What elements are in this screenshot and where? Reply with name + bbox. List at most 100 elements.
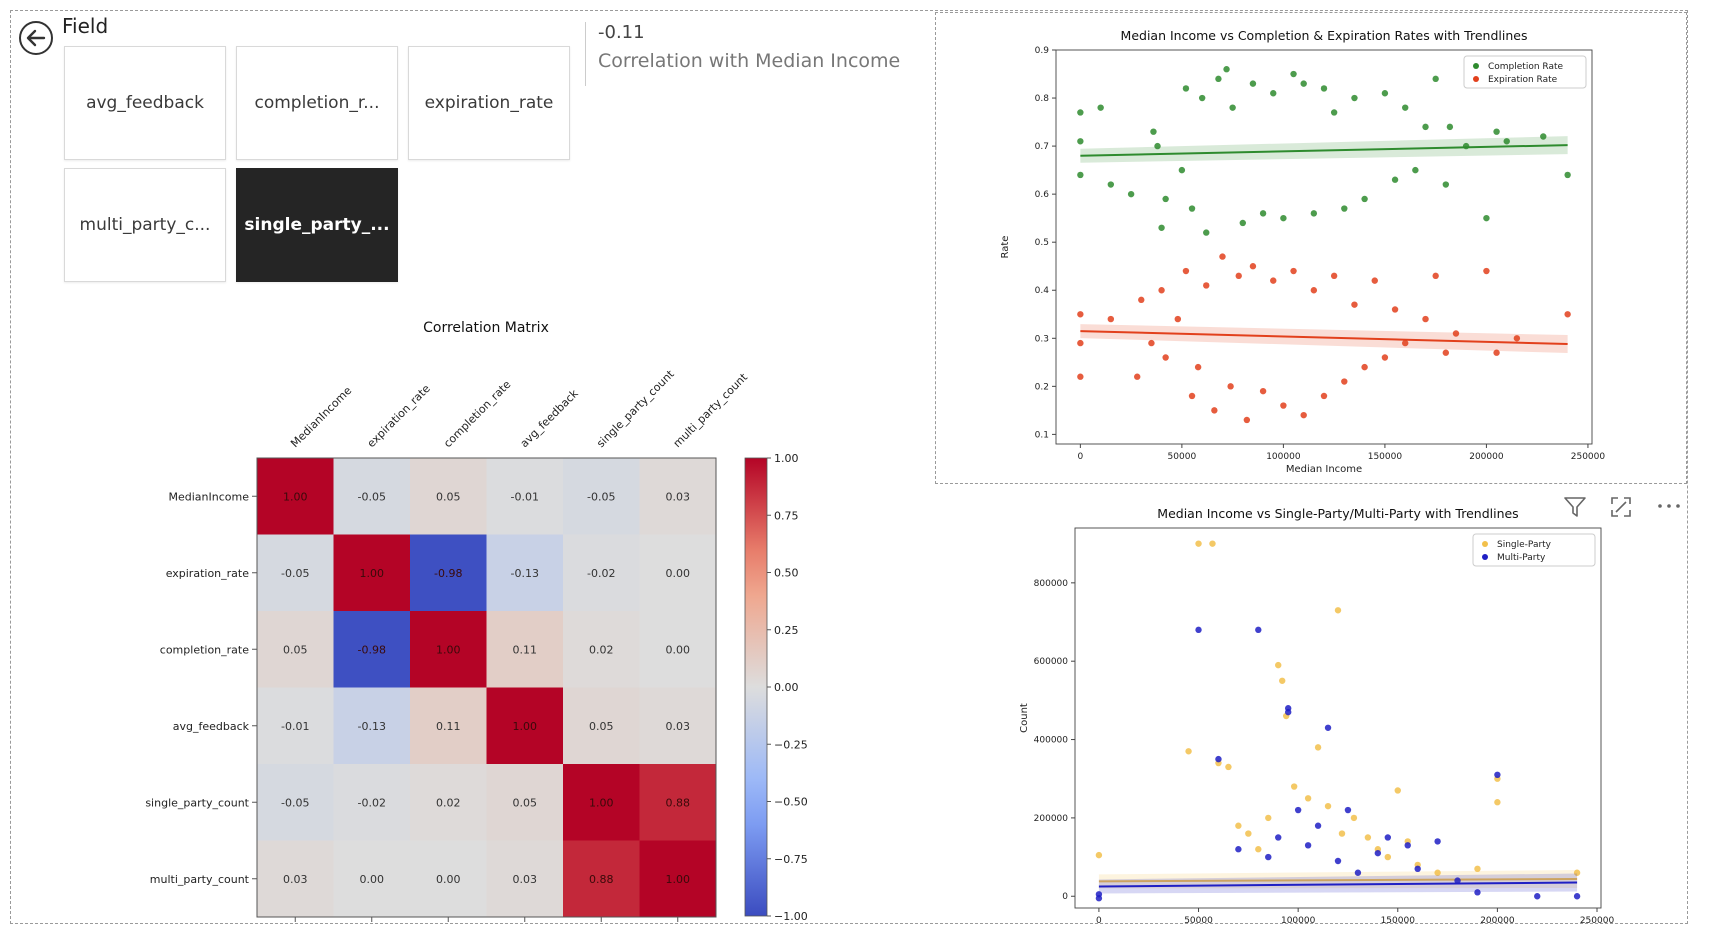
heatmap-cell-label: -0.05: [358, 490, 386, 503]
party-scatter-point: [1573, 869, 1581, 876]
heatmap-cell-label: -0.98: [434, 567, 462, 580]
card-label: Correlation with Median Income: [598, 50, 901, 72]
rates-scatter-point: [1127, 190, 1135, 198]
heatmap-cell: [410, 534, 487, 612]
heatmap-cell: [563, 611, 640, 688]
rates-scatter-point: [1432, 75, 1439, 83]
heatmap-cell-label: 0.03: [666, 490, 691, 503]
heatmap-cell: [410, 611, 487, 688]
party-scatter-point: [1494, 799, 1501, 806]
heatmap-row-label: avg_feedback: [173, 720, 250, 733]
heatmap-cell-label: -0.02: [358, 796, 386, 809]
heatmap-cell: [333, 840, 411, 918]
heatmap-cell: [486, 458, 564, 535]
rates-scatter-point: [1310, 287, 1318, 294]
colorbar-tick-label: 0.50: [774, 567, 799, 580]
heatmap-cell: [563, 458, 640, 535]
rates-scatter-point: [1194, 363, 1202, 371]
filter-icon[interactable]: [1562, 494, 1588, 524]
heatmap-cell: [257, 840, 334, 918]
party-scatter-point: [1344, 806, 1352, 814]
party-scatter-y-tick-label: 800000: [1034, 579, 1069, 589]
slicer-button[interactable]: completion_r...: [236, 46, 398, 160]
heatmap-cell: [410, 764, 487, 841]
rates-scatter-point: [1493, 128, 1500, 135]
party-scatter-point: [1245, 830, 1252, 837]
rates-scatter-point: [1223, 66, 1230, 73]
rates-scatter-point: [1243, 416, 1251, 424]
heatmap-border: [256, 457, 717, 918]
party-scatter-visual[interactable]: Median Income vs Single-Party/Multi-Part…: [935, 490, 1685, 928]
correlation-matrix-visual[interactable]: Correlation Matrix 1.00 -0.05 0.05 -0.01 -0.0…: [110, 310, 850, 928]
party-scatter-y-tick-label: 200000: [1034, 814, 1069, 824]
rates-scatter-point: [1351, 94, 1358, 102]
back-button[interactable]: [18, 20, 54, 56]
rates-scatter-y-tick-label: 0.4: [1035, 286, 1050, 296]
rates-scatter-visual[interactable]: Median Income vs Completion & Expiration…: [935, 12, 1687, 484]
heatmap-cell-label: 0.02: [589, 643, 614, 656]
party-scatter-point: [1494, 771, 1501, 779]
party-scatter-point: [1255, 626, 1262, 634]
slicer-button[interactable]: avg_feedback: [64, 46, 226, 160]
rates-scatter-legend-label: Expiration Rate: [1488, 75, 1558, 85]
rates-scatter-x-tick-label: 50000: [1168, 452, 1197, 462]
party-scatter-point: [1265, 853, 1272, 861]
party-scatter-legend-label: Single-Party: [1497, 540, 1552, 550]
rates-scatter-y-tick-label: 0.1: [1035, 430, 1049, 440]
party-scatter-point: [1474, 865, 1481, 873]
slicer-button[interactable]: multi_party_c...: [64, 168, 226, 282]
slicer-button[interactable]: single_party_...: [236, 168, 398, 282]
rates-scatter-point: [1391, 176, 1399, 183]
more-options-icon[interactable]: [1654, 494, 1684, 524]
focus-mode-icon[interactable]: [1608, 494, 1634, 524]
rates-scatter-point: [1077, 373, 1084, 380]
party-scatter-point: [1284, 708, 1292, 716]
heatmap-cell: [486, 687, 564, 765]
correlation-matrix-chart: Correlation Matrix 1.00 -0.05 0.05 -0.01 -0.0…: [145, 320, 808, 923]
party-scatter-legend: [1472, 533, 1596, 567]
rates-scatter-y-tick-label: 0.7: [1035, 142, 1049, 152]
heatmap-cell-label: 1.00: [666, 873, 691, 886]
rates-scatter-legend-label: Completion Rate: [1488, 62, 1564, 72]
party-scatter-x-tick-label: 100000: [1281, 916, 1316, 926]
rates-scatter-point: [1150, 128, 1157, 135]
heatmap-col-label: MedianIncome: [288, 384, 354, 450]
rates-scatter-point: [1077, 311, 1084, 318]
rates-scatter-y-tick-label: 0.6: [1035, 190, 1050, 200]
heatmap-cell-label: 0.11: [436, 720, 461, 733]
heatmap-cell: [486, 611, 564, 688]
heatmap-cell-label: 0.05: [283, 643, 308, 656]
rates-scatter-y-tick-label: 0.3: [1035, 334, 1049, 344]
rates-scatter-point: [1162, 354, 1169, 361]
rates-scatter-point: [1077, 171, 1084, 179]
heatmap-cell-label: -0.98: [358, 643, 386, 656]
rates-scatter-x-tick-label: 150000: [1368, 452, 1403, 462]
party-scatter-point: [1195, 540, 1202, 547]
colorbar-tick-label: −1.00: [774, 910, 808, 923]
heatmap-cell: [563, 764, 640, 841]
heatmap-row-label: MedianIncome: [169, 490, 250, 503]
heatmap-cell-label: -0.13: [511, 567, 539, 580]
party-scatter-point: [1364, 834, 1372, 841]
heatmap-cell: [639, 840, 717, 918]
rates-scatter-y-label: Rate: [1000, 236, 1011, 259]
heatmap-cell-label: -0.13: [358, 720, 386, 733]
rates-scatter-x-label: Median Income: [1286, 464, 1362, 475]
heatmap-cell-label: -0.05: [587, 490, 615, 503]
rates-scatter-point: [1341, 378, 1348, 385]
heatmap-cell-label: 0.11: [513, 643, 538, 656]
heatmap-cell-label: -0.05: [281, 796, 309, 809]
party-scatter-point: [1255, 846, 1262, 853]
heatmap-cell: [257, 764, 334, 841]
rates-scatter-point: [1198, 94, 1206, 102]
rates-scatter-point: [1452, 330, 1460, 337]
rates-scatter-plot-area: [1055, 49, 1593, 445]
rates-scatter-point: [1219, 253, 1226, 260]
rates-scatter-point: [1162, 195, 1169, 203]
heatmap-cell-label: 1.00: [360, 567, 385, 580]
slicer-button[interactable]: expiration_rate: [408, 46, 570, 160]
rates-scatter-point: [1422, 315, 1429, 323]
rates-scatter-point: [1320, 85, 1328, 92]
heatmap-col-label: avg_feedback: [518, 387, 582, 451]
colorbar-tick-label: −0.50: [774, 796, 808, 809]
